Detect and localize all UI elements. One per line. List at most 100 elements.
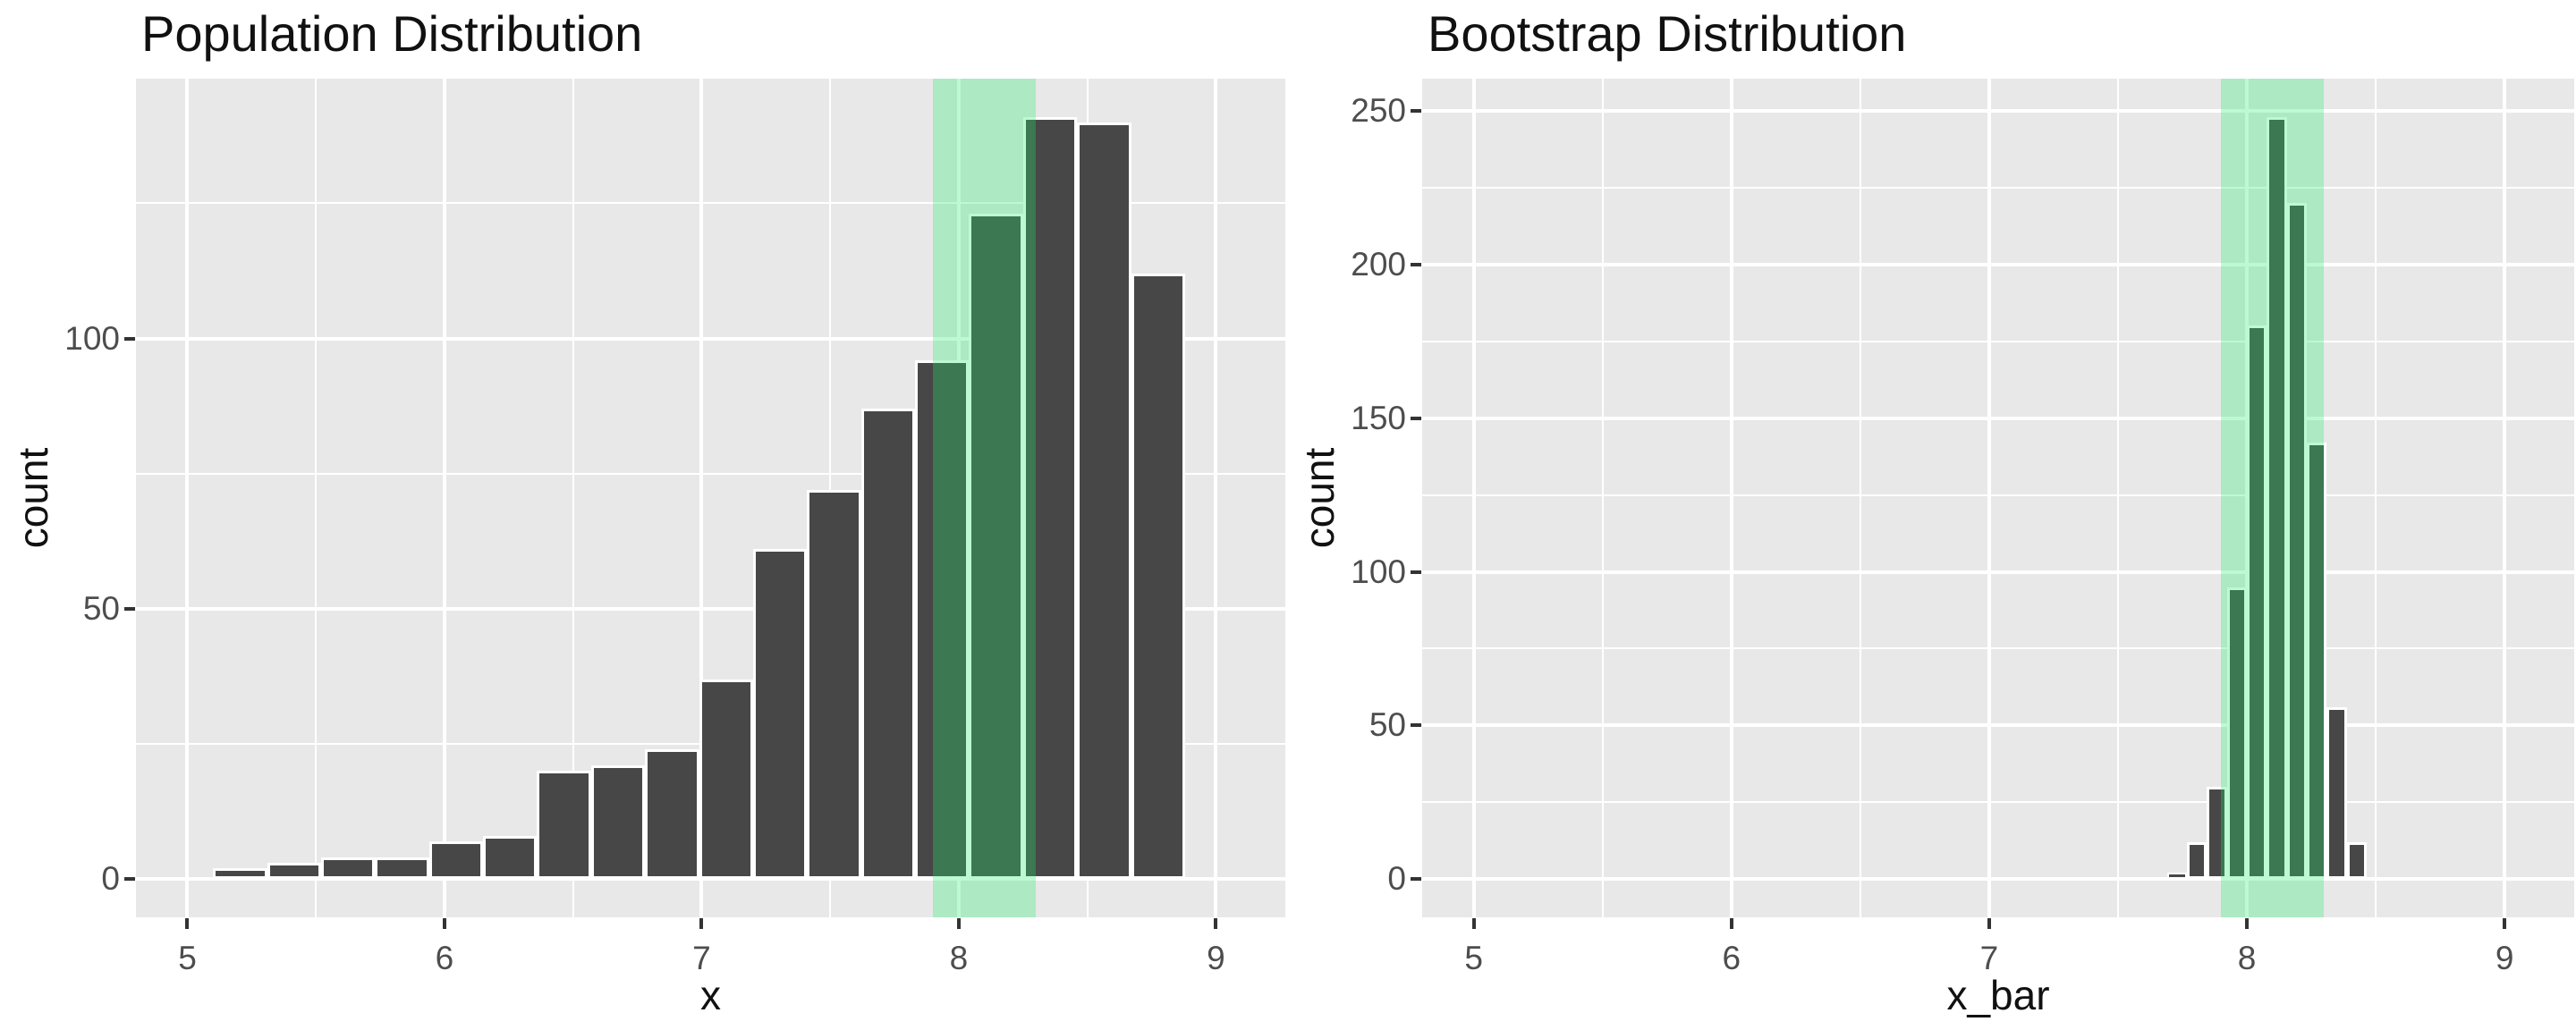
x-tick-label: 7 bbox=[1979, 940, 1999, 976]
x-tick-label: 7 bbox=[692, 940, 711, 976]
histogram-bar bbox=[2166, 873, 2188, 880]
histogram-bar bbox=[267, 863, 321, 880]
major-gridline-x bbox=[1729, 79, 1733, 917]
y-tick-mark bbox=[124, 336, 135, 341]
histogram-bar bbox=[915, 359, 970, 880]
y-tick-mark bbox=[1411, 108, 1421, 113]
minor-gridline-y bbox=[1422, 801, 2574, 804]
histogram-bar bbox=[645, 749, 699, 880]
histogram-bar bbox=[752, 549, 808, 880]
x-tick-label: 6 bbox=[435, 940, 454, 976]
major-gridline-y bbox=[136, 877, 1285, 882]
x-axis-title: x_bar bbox=[1946, 972, 2050, 1018]
histogram-bar bbox=[1022, 116, 1078, 880]
x-tick-mark bbox=[442, 918, 446, 929]
major-gridline-y bbox=[1422, 262, 2574, 266]
histogram-bar bbox=[2207, 787, 2227, 880]
major-gridline-x bbox=[185, 79, 190, 917]
histogram-bar bbox=[320, 857, 376, 880]
histogram-bar bbox=[2307, 443, 2327, 880]
minor-gridline-x bbox=[572, 79, 574, 917]
x-tick-mark bbox=[1729, 918, 1733, 929]
minor-gridline-x bbox=[2116, 79, 2119, 917]
histogram-bar bbox=[1131, 274, 1185, 880]
confidence-interval-band bbox=[2221, 79, 2325, 917]
major-gridline-y bbox=[1422, 416, 2574, 420]
y-tick-label: 250 bbox=[1351, 91, 1406, 129]
histogram-bar bbox=[537, 771, 591, 880]
x-tick-label: 9 bbox=[1207, 940, 1225, 976]
y-tick-label: 50 bbox=[82, 589, 120, 627]
major-gridline-y bbox=[1422, 877, 2574, 882]
histogram-bar bbox=[2226, 587, 2248, 880]
major-gridline-x bbox=[699, 79, 704, 917]
x-tick-label: 8 bbox=[2237, 940, 2257, 976]
major-gridline-x bbox=[1214, 79, 1218, 917]
plot-title: Bootstrap Distribution bbox=[1428, 5, 1907, 62]
y-tick-label: 100 bbox=[64, 319, 120, 357]
minor-gridline-y bbox=[1422, 647, 2574, 650]
x-axis-title: x bbox=[700, 972, 721, 1018]
x-tick-label: 8 bbox=[949, 940, 969, 976]
histogram-bar bbox=[699, 679, 753, 880]
histogram-bar bbox=[590, 765, 646, 880]
y-tick-label: 100 bbox=[1351, 553, 1406, 590]
histogram-bar bbox=[969, 214, 1023, 880]
histogram-bar bbox=[2346, 842, 2368, 880]
x-tick-mark bbox=[1987, 918, 1991, 929]
y-tick-mark bbox=[1411, 416, 1421, 420]
y-tick-label: 150 bbox=[1351, 399, 1406, 436]
histogram-bar bbox=[2286, 202, 2308, 880]
x-tick-mark bbox=[1471, 918, 1476, 929]
major-gridline-y bbox=[1422, 570, 2574, 574]
major-gridline-y bbox=[1422, 723, 2574, 728]
major-gridline-x bbox=[442, 79, 446, 917]
histogram-bar bbox=[2187, 842, 2207, 880]
plot-title: Population Distribution bbox=[141, 5, 643, 62]
x-tick-mark bbox=[2503, 918, 2507, 929]
y-tick-mark bbox=[1411, 877, 1421, 882]
x-tick-mark bbox=[2245, 918, 2250, 929]
x-tick-mark bbox=[1214, 918, 1218, 929]
plot-panel bbox=[1422, 79, 2574, 917]
minor-gridline-x bbox=[1859, 79, 1861, 917]
x-tick-mark bbox=[699, 918, 704, 929]
x-tick-mark bbox=[185, 918, 190, 929]
histogram-bar bbox=[860, 409, 916, 880]
major-gridline-x bbox=[1987, 79, 1991, 917]
minor-gridline-y bbox=[136, 202, 1285, 205]
histogram-bar bbox=[428, 841, 484, 880]
y-tick-mark bbox=[1411, 570, 1421, 574]
y-tick-mark bbox=[124, 877, 135, 882]
y-tick-label: 200 bbox=[1351, 245, 1406, 283]
histogram-bar bbox=[2247, 325, 2267, 880]
y-tick-label: 50 bbox=[1368, 706, 1406, 744]
y-tick-mark bbox=[1411, 723, 1421, 728]
major-gridline-y bbox=[136, 336, 1285, 341]
histogram-bar bbox=[807, 489, 861, 880]
confidence-interval-band bbox=[933, 79, 1037, 917]
plot-panel bbox=[136, 79, 1285, 917]
minor-gridline-y bbox=[1422, 494, 2574, 496]
y-tick-label: 0 bbox=[1387, 860, 1406, 898]
minor-gridline-x bbox=[2375, 79, 2377, 917]
histogram-bar bbox=[2267, 116, 2287, 880]
histogram-bar bbox=[375, 857, 429, 880]
histogram-bar bbox=[213, 868, 267, 880]
x-tick-label: 5 bbox=[178, 940, 197, 976]
major-gridline-x bbox=[1471, 79, 1476, 917]
minor-gridline-y bbox=[1422, 340, 2574, 342]
major-gridline-y bbox=[1422, 108, 2574, 113]
x-tick-label: 6 bbox=[1722, 940, 1741, 976]
histogram-bar bbox=[2326, 706, 2347, 880]
minor-gridline-x bbox=[1601, 79, 1604, 917]
histogram-bar bbox=[483, 835, 538, 880]
x-tick-label: 5 bbox=[1464, 940, 1483, 976]
y-tick-mark bbox=[1411, 262, 1421, 266]
minor-gridline-x bbox=[315, 79, 318, 917]
major-gridline-y bbox=[136, 606, 1285, 611]
histogram-bar bbox=[1077, 122, 1131, 880]
